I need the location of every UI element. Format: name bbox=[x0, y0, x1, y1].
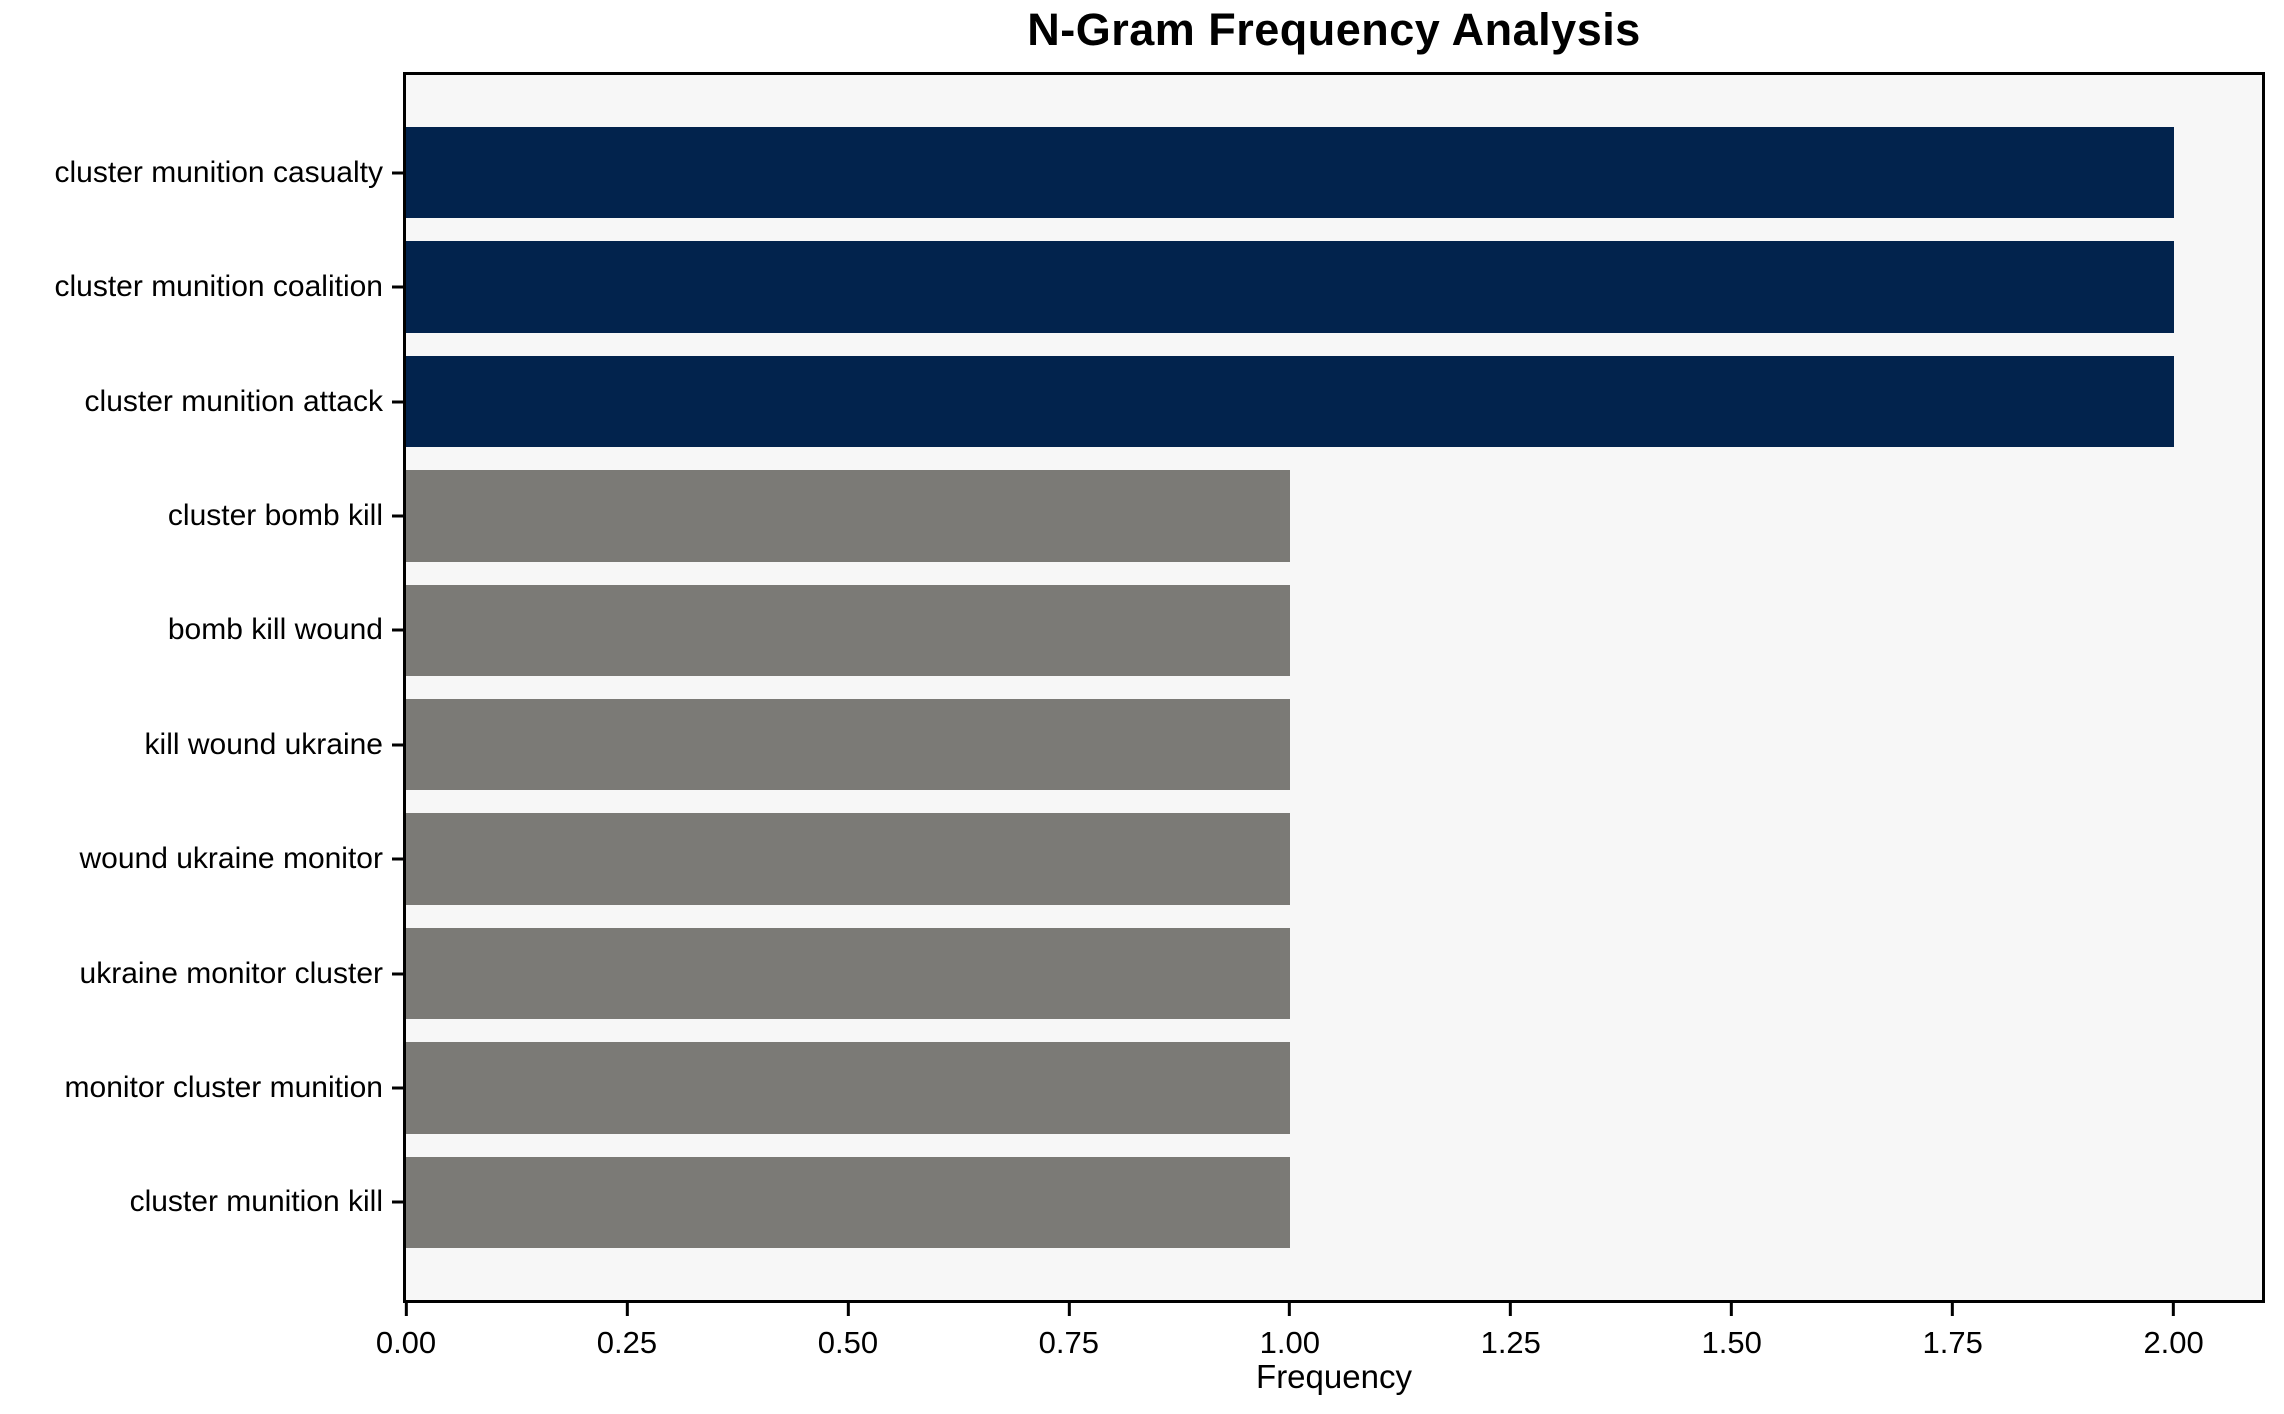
x-axis-tick: 1.75 bbox=[1922, 1303, 1983, 1361]
bar-row: kill wound ukraine bbox=[0, 699, 2262, 791]
bar bbox=[406, 584, 1290, 677]
bar bbox=[406, 1042, 1290, 1134]
y-axis-label: kill wound ukraine bbox=[144, 727, 383, 761]
x-axis-tick-mark bbox=[846, 1303, 850, 1316]
x-axis-tick-label: 1.50 bbox=[1701, 1325, 1762, 1360]
y-axis-label: wound ukraine monitor bbox=[79, 842, 383, 876]
bar bbox=[406, 127, 2174, 219]
bar bbox=[406, 470, 1290, 562]
y-axis-label: cluster munition casualty bbox=[54, 155, 383, 189]
x-axis-tick-mark bbox=[625, 1303, 629, 1316]
y-axis-label: cluster munition kill bbox=[129, 1185, 383, 1219]
x-axis-tick-mark bbox=[1288, 1303, 1292, 1316]
x-axis-tick: 2.00 bbox=[2143, 1303, 2204, 1361]
x-axis-tick-mark bbox=[1509, 1303, 1513, 1316]
x-axis-tick: 0.75 bbox=[1039, 1303, 1099, 1361]
x-axis-tick-label: 1.75 bbox=[1922, 1325, 1983, 1360]
y-axis-label: cluster munition attack bbox=[84, 384, 383, 418]
bar bbox=[406, 355, 2174, 448]
y-axis-tick bbox=[392, 514, 403, 518]
x-axis-tick-mark bbox=[1730, 1303, 1734, 1316]
y-axis-tick bbox=[392, 400, 403, 404]
x-axis-tick-mark bbox=[2172, 1303, 2176, 1316]
bar-track bbox=[406, 355, 2262, 448]
x-axis-tick: 1.50 bbox=[1702, 1303, 1762, 1361]
x-axis-tick-label: 0.00 bbox=[375, 1325, 437, 1360]
y-axis-tick bbox=[392, 1086, 403, 1090]
bar-row: wound ukraine monitor bbox=[0, 813, 2262, 905]
x-axis-tick-mark bbox=[1067, 1303, 1071, 1316]
y-axis-tick bbox=[392, 857, 403, 861]
bar-row: cluster munition attack bbox=[0, 355, 2262, 448]
y-axis-tick bbox=[392, 285, 403, 289]
bar-track bbox=[406, 1156, 2262, 1249]
bar-track bbox=[406, 470, 2262, 562]
x-axis-tick-label: 0.25 bbox=[596, 1325, 658, 1360]
y-axis-label: monitor cluster munition bbox=[64, 1070, 383, 1104]
bar bbox=[406, 927, 1290, 1020]
bar-track bbox=[406, 813, 2262, 905]
y-axis-label: cluster munition coalition bbox=[54, 270, 384, 304]
x-axis-tick: 1.00 bbox=[1260, 1303, 1320, 1361]
bar-row: cluster munition kill bbox=[0, 1156, 2262, 1249]
bar-row: bomb kill wound bbox=[0, 584, 2262, 677]
bar-track bbox=[406, 1042, 2262, 1134]
bar bbox=[406, 241, 2174, 333]
x-axis-tick-label: 0.75 bbox=[1038, 1325, 1100, 1360]
bar-row: ukraine monitor cluster bbox=[0, 927, 2262, 1020]
y-axis-label: ukraine monitor cluster bbox=[79, 956, 383, 990]
bar bbox=[406, 813, 1290, 905]
x-axis-tick-label: 1.00 bbox=[1259, 1325, 1320, 1360]
bar-track bbox=[406, 241, 2262, 333]
bar-track bbox=[406, 584, 2262, 677]
bar-row: cluster munition coalition bbox=[0, 241, 2262, 333]
bar-track bbox=[406, 699, 2262, 791]
y-axis-label: cluster bomb kill bbox=[167, 498, 383, 532]
y-axis-tick bbox=[392, 743, 403, 747]
x-axis-tick-mark bbox=[1951, 1303, 1955, 1316]
x-axis-tick: 1.25 bbox=[1481, 1303, 1541, 1361]
bar-track bbox=[406, 127, 2262, 219]
bar bbox=[406, 699, 1290, 791]
y-axis-label: bomb kill wound bbox=[167, 613, 383, 647]
bar-row: cluster munition casualty bbox=[0, 127, 2262, 219]
x-axis-title: Frequency bbox=[1256, 1358, 1412, 1395]
y-axis-tick bbox=[392, 171, 403, 175]
bar-track bbox=[406, 927, 2262, 1020]
bar-rows-container: cluster munition casualty cluster munitio… bbox=[0, 72, 2262, 1303]
x-axis-tick: 0.25 bbox=[597, 1303, 657, 1361]
y-axis-tick bbox=[392, 628, 403, 632]
x-axis-tick: 0.00 bbox=[376, 1303, 436, 1361]
x-axis-tick-label: 0.50 bbox=[817, 1325, 879, 1360]
x-axis-tick: 0.50 bbox=[818, 1303, 878, 1361]
x-axis-tick-label: 1.25 bbox=[1480, 1325, 1541, 1360]
x-axis-tick-mark bbox=[404, 1303, 408, 1316]
x-axis-tick-label: 2.00 bbox=[2143, 1325, 2204, 1360]
bar-row: cluster bomb kill bbox=[0, 470, 2262, 562]
bar bbox=[406, 1156, 1290, 1249]
chart-title: N-Gram Frequency Analysis bbox=[1027, 4, 1641, 55]
bar-row: monitor cluster munition bbox=[0, 1042, 2262, 1134]
y-axis-tick bbox=[392, 972, 403, 976]
y-axis-tick bbox=[392, 1200, 403, 1204]
